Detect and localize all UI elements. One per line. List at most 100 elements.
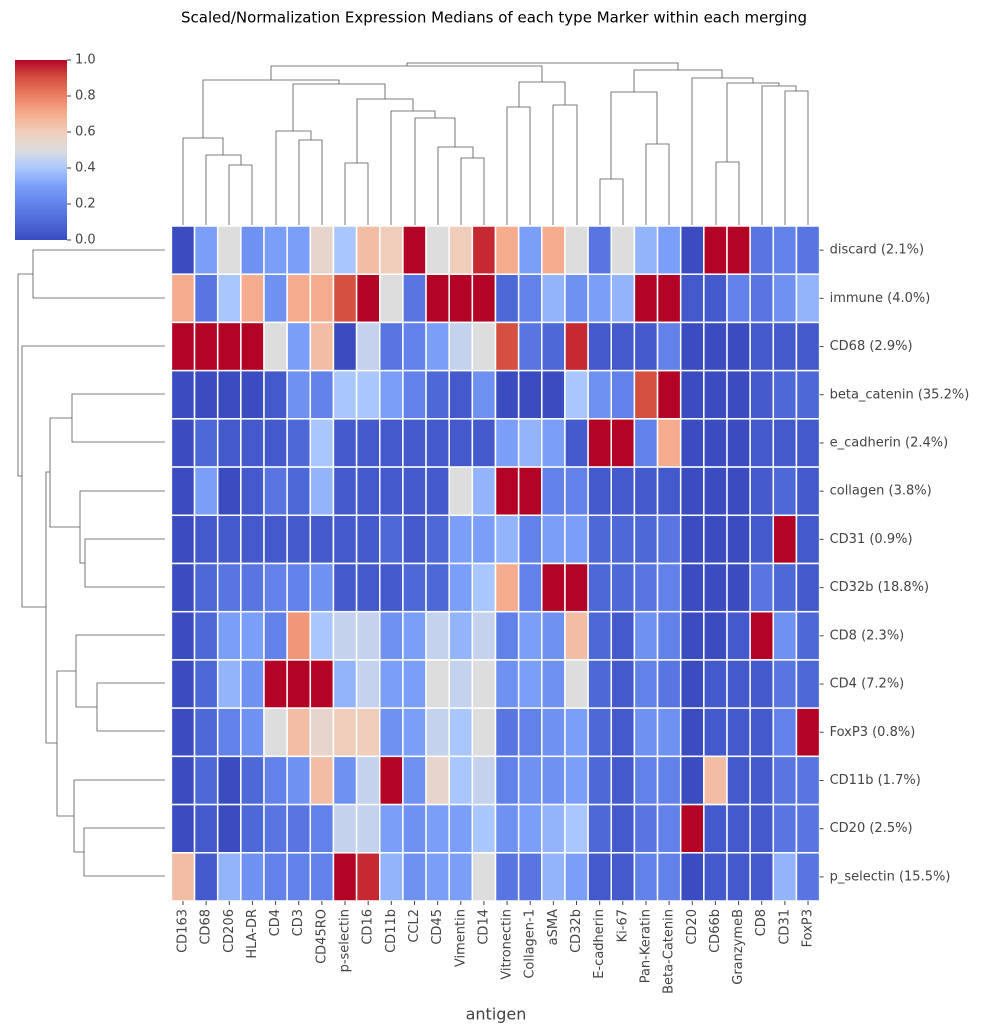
colorbar [15,60,67,240]
heatmap-cell [448,466,474,517]
heatmap-cell [170,562,196,613]
heatmap-cell [309,610,335,661]
heatmap-cell [448,852,474,902]
heatmap-cell [240,803,265,854]
heatmap-cell [633,369,659,420]
row-label: beta_catenin (35.2%) [830,387,970,402]
heatmap-cell [517,707,543,758]
heatmap-cell [772,466,798,517]
heatmap-cell [240,562,265,613]
heatmap-cell [286,610,312,661]
heatmap-cell [772,659,798,709]
heatmap-cell [795,514,821,565]
heatmap-cell [517,418,543,468]
heatmap-cell [703,562,728,613]
heatmap-cell [726,418,751,468]
heatmap-cell [726,707,751,758]
heatmap-cell [749,610,775,661]
column-label: Ki-67 [615,909,630,942]
heatmap-cell [656,610,682,661]
heatmap-cell [726,514,751,565]
row-label: CD8 (2.3%) [830,628,905,643]
heatmap-cell [170,852,196,902]
heatmap-cell [355,514,381,565]
heatmap-cell [726,610,751,661]
heatmap-cell [703,466,728,517]
heatmap-cell [379,707,404,758]
heatmap-cell [610,514,636,565]
heatmap-cell [263,610,288,661]
heatmap-cell [541,418,566,468]
heatmap-cell [355,803,381,854]
heatmap-cell [216,707,242,758]
heatmap-cell [633,707,659,758]
heatmap-cell [587,273,612,324]
heatmap-cell [656,418,682,468]
heatmap-cell [772,369,798,420]
heatmap-cell [355,369,381,420]
heatmap-cell [679,562,705,613]
heatmap-cell [193,418,219,468]
heatmap-cell [795,659,821,709]
heatmap-cell [379,803,404,854]
heatmap-cell [193,321,219,372]
heatmap-cell [263,273,288,324]
heatmap-cell [633,514,659,565]
heatmap-cell [749,418,775,468]
heatmap-cell [703,514,728,565]
heatmap-cell [564,321,589,372]
heatmap-cell [679,466,705,517]
heatmap-cell [633,273,659,324]
heatmap-cell [564,225,589,275]
heatmap-cell [355,755,381,806]
heatmap-cell [332,755,358,806]
column-label: E-cadherin [592,909,607,979]
heatmap-cell [332,225,358,275]
row-label: collagen (3.8%) [830,484,932,499]
heatmap-cell [170,803,196,854]
heatmap-cell [309,466,335,517]
heatmap-cell [656,803,682,854]
column-label: Pan-Keratin [638,909,653,983]
heatmap-cell [332,610,358,661]
heatmap-cell [355,707,381,758]
heatmap-cell [425,707,450,758]
heatmap-cell [564,514,589,565]
heatmap-cell [193,514,219,565]
heatmap-cell [726,562,751,613]
heatmap-cell [471,659,497,709]
heatmap-cell [587,466,612,517]
heatmap-cell [772,321,798,372]
heatmap-cell [309,659,335,709]
heatmap-cell [656,659,682,709]
heatmap-cell [425,852,450,902]
heatmap-cell [355,225,381,275]
heatmap-cell [679,321,705,372]
heatmap-cell [494,273,520,324]
colorbar-tick-label: 0.0 [75,233,96,248]
heatmap-cell [517,466,543,517]
heatmap-cell [425,514,450,565]
column-label: Beta-Catenin [662,909,677,994]
heatmap-cell [193,562,219,613]
heatmap-cell [517,803,543,854]
heatmap-cell [541,369,566,420]
heatmap-cell [332,273,358,324]
heatmap-cell [471,514,497,565]
heatmap-cell [610,273,636,324]
heatmap-cell [726,803,751,854]
heatmap-cell [379,852,404,902]
heatmap-cell [471,610,497,661]
heatmap-cell [471,803,497,854]
heatmap-cell [170,514,196,565]
heatmap-cell [541,514,566,565]
heatmap-cell [309,707,335,758]
column-label: CD20 [685,909,700,945]
heatmap-cell [379,369,404,420]
heatmap-cell [286,466,312,517]
heatmap-cell [448,418,474,468]
heatmap-cell [633,562,659,613]
heatmap-cell [494,755,520,806]
heatmap-cell [703,755,728,806]
